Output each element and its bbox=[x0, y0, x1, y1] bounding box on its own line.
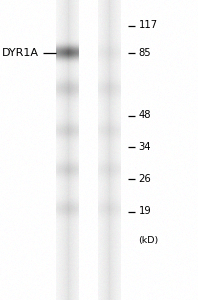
Text: 117: 117 bbox=[139, 20, 158, 31]
Text: 19: 19 bbox=[139, 206, 151, 217]
Text: (kD): (kD) bbox=[139, 236, 159, 244]
Text: 34: 34 bbox=[139, 142, 151, 152]
Text: 48: 48 bbox=[139, 110, 151, 121]
Text: DYR1A: DYR1A bbox=[2, 47, 39, 58]
Text: 85: 85 bbox=[139, 47, 151, 58]
Text: 26: 26 bbox=[139, 174, 151, 184]
